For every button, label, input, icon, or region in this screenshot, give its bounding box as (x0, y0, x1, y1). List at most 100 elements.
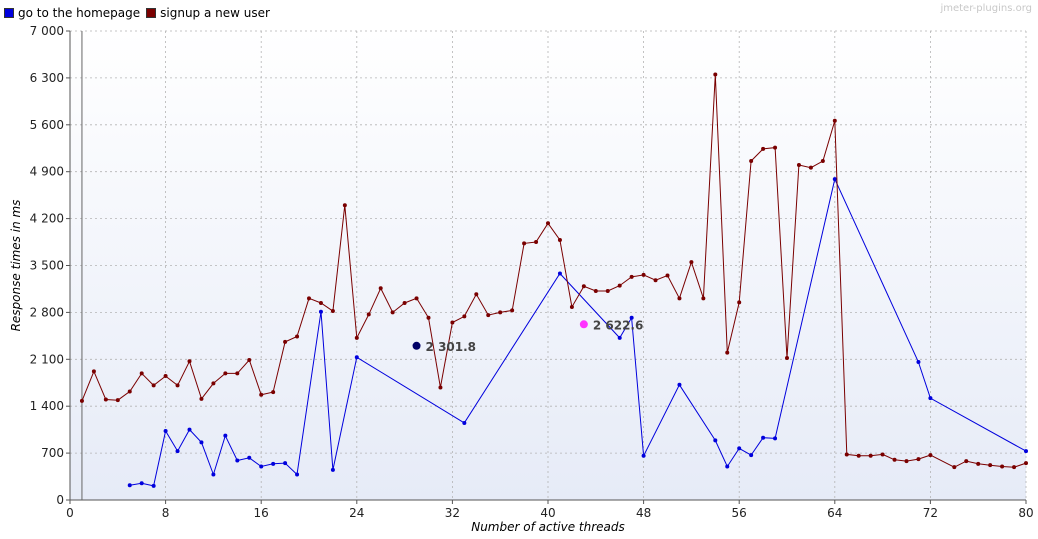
data-point (677, 296, 682, 301)
legend-item-homepage[interactable]: go to the homepage (4, 6, 140, 20)
annotation-marker (412, 341, 421, 350)
data-point (617, 335, 622, 340)
data-point (761, 435, 766, 440)
data-point (223, 433, 228, 438)
data-point (725, 464, 730, 469)
data-point (103, 397, 108, 402)
data-point (79, 398, 84, 403)
annotation-label: 2 622.6 (593, 318, 643, 332)
watermark: jmeter-plugins.org (940, 3, 1032, 14)
data-point (773, 436, 778, 441)
data-point (689, 260, 694, 265)
data-point (1012, 465, 1017, 470)
data-point (629, 274, 634, 279)
data-point (462, 420, 467, 425)
annotations: 2 301.8 2 622.6 (412, 318, 643, 354)
data-point (295, 472, 300, 477)
data-point (796, 163, 801, 167)
data-point (832, 177, 837, 182)
data-point (641, 453, 646, 458)
data-point (761, 146, 766, 151)
data-point (557, 271, 562, 276)
data-point (127, 483, 132, 488)
data-point (713, 72, 718, 77)
data-point (916, 457, 921, 462)
annotation-label: 2 301.8 (426, 340, 476, 354)
data-point (486, 313, 491, 318)
data-point (247, 455, 252, 460)
data-point (151, 483, 156, 488)
data-point (342, 203, 347, 208)
data-point (892, 457, 897, 462)
data-point (498, 310, 503, 315)
data-point (127, 389, 132, 394)
data-point (844, 452, 849, 457)
data-point (163, 428, 168, 433)
data-point (713, 438, 718, 443)
data-point (318, 309, 323, 314)
x-axis-label: Number of active threads (471, 520, 625, 534)
data-point (725, 350, 730, 355)
data-point (330, 309, 335, 314)
data-point (653, 278, 658, 283)
x-tick-label: 32 (445, 506, 460, 520)
data-point (928, 453, 933, 458)
data-point (211, 381, 216, 386)
data-point (1024, 449, 1028, 454)
legend-label-signup: signup a new user (160, 6, 270, 20)
y-tick-label: 1 400 (30, 399, 64, 413)
legend-swatch-homepage (4, 8, 14, 18)
y-tick-label: 6 300 (30, 71, 64, 85)
x-tick-label: 40 (540, 506, 555, 520)
data-point (259, 392, 264, 397)
data-point (856, 453, 861, 458)
data-point (438, 385, 443, 390)
data-point (928, 396, 933, 401)
data-point (976, 461, 981, 466)
data-point (737, 300, 742, 305)
legend-label-homepage: go to the homepage (18, 6, 141, 20)
data-point (175, 383, 180, 388)
legend-item-signup[interactable]: signup a new user (146, 6, 270, 20)
data-point (641, 272, 646, 277)
x-tick-label: 24 (349, 506, 364, 520)
y-tick-label: 4 200 (30, 212, 64, 226)
data-point (330, 467, 335, 472)
data-point (677, 382, 682, 387)
data-point (988, 463, 993, 468)
data-point (964, 459, 969, 464)
data-point (474, 292, 479, 297)
x-tick-label: 16 (254, 506, 269, 520)
data-point (283, 461, 288, 466)
data-point (534, 240, 539, 245)
series-homepage (127, 177, 1028, 488)
data-point (1000, 464, 1005, 469)
data-point (402, 301, 407, 306)
x-tick-label: 48 (636, 506, 651, 520)
data-point (629, 315, 634, 320)
data-point (187, 427, 192, 432)
data-point (259, 464, 264, 469)
data-point (868, 453, 873, 458)
data-point (307, 296, 311, 301)
data-point (390, 310, 395, 315)
data-point (115, 398, 120, 403)
x-axis-ticks: 0 8 16 24 32 40 48 56 64 72 80 (66, 500, 1034, 520)
data-point (223, 371, 228, 376)
data-point (366, 312, 371, 317)
data-point (749, 158, 754, 163)
y-tick-label: 2 100 (30, 352, 64, 366)
data-point (414, 296, 419, 301)
x-tick-label: 0 (66, 506, 74, 520)
data-point (378, 286, 383, 291)
y-tick-label: 5 600 (30, 118, 64, 132)
data-point (605, 288, 610, 293)
data-point (175, 449, 180, 454)
data-point (522, 241, 527, 246)
data-point (271, 390, 276, 395)
y-tick-label: 7 000 (30, 24, 64, 38)
data-point (139, 371, 144, 376)
data-point (283, 339, 288, 344)
annotation-marker (579, 320, 588, 329)
